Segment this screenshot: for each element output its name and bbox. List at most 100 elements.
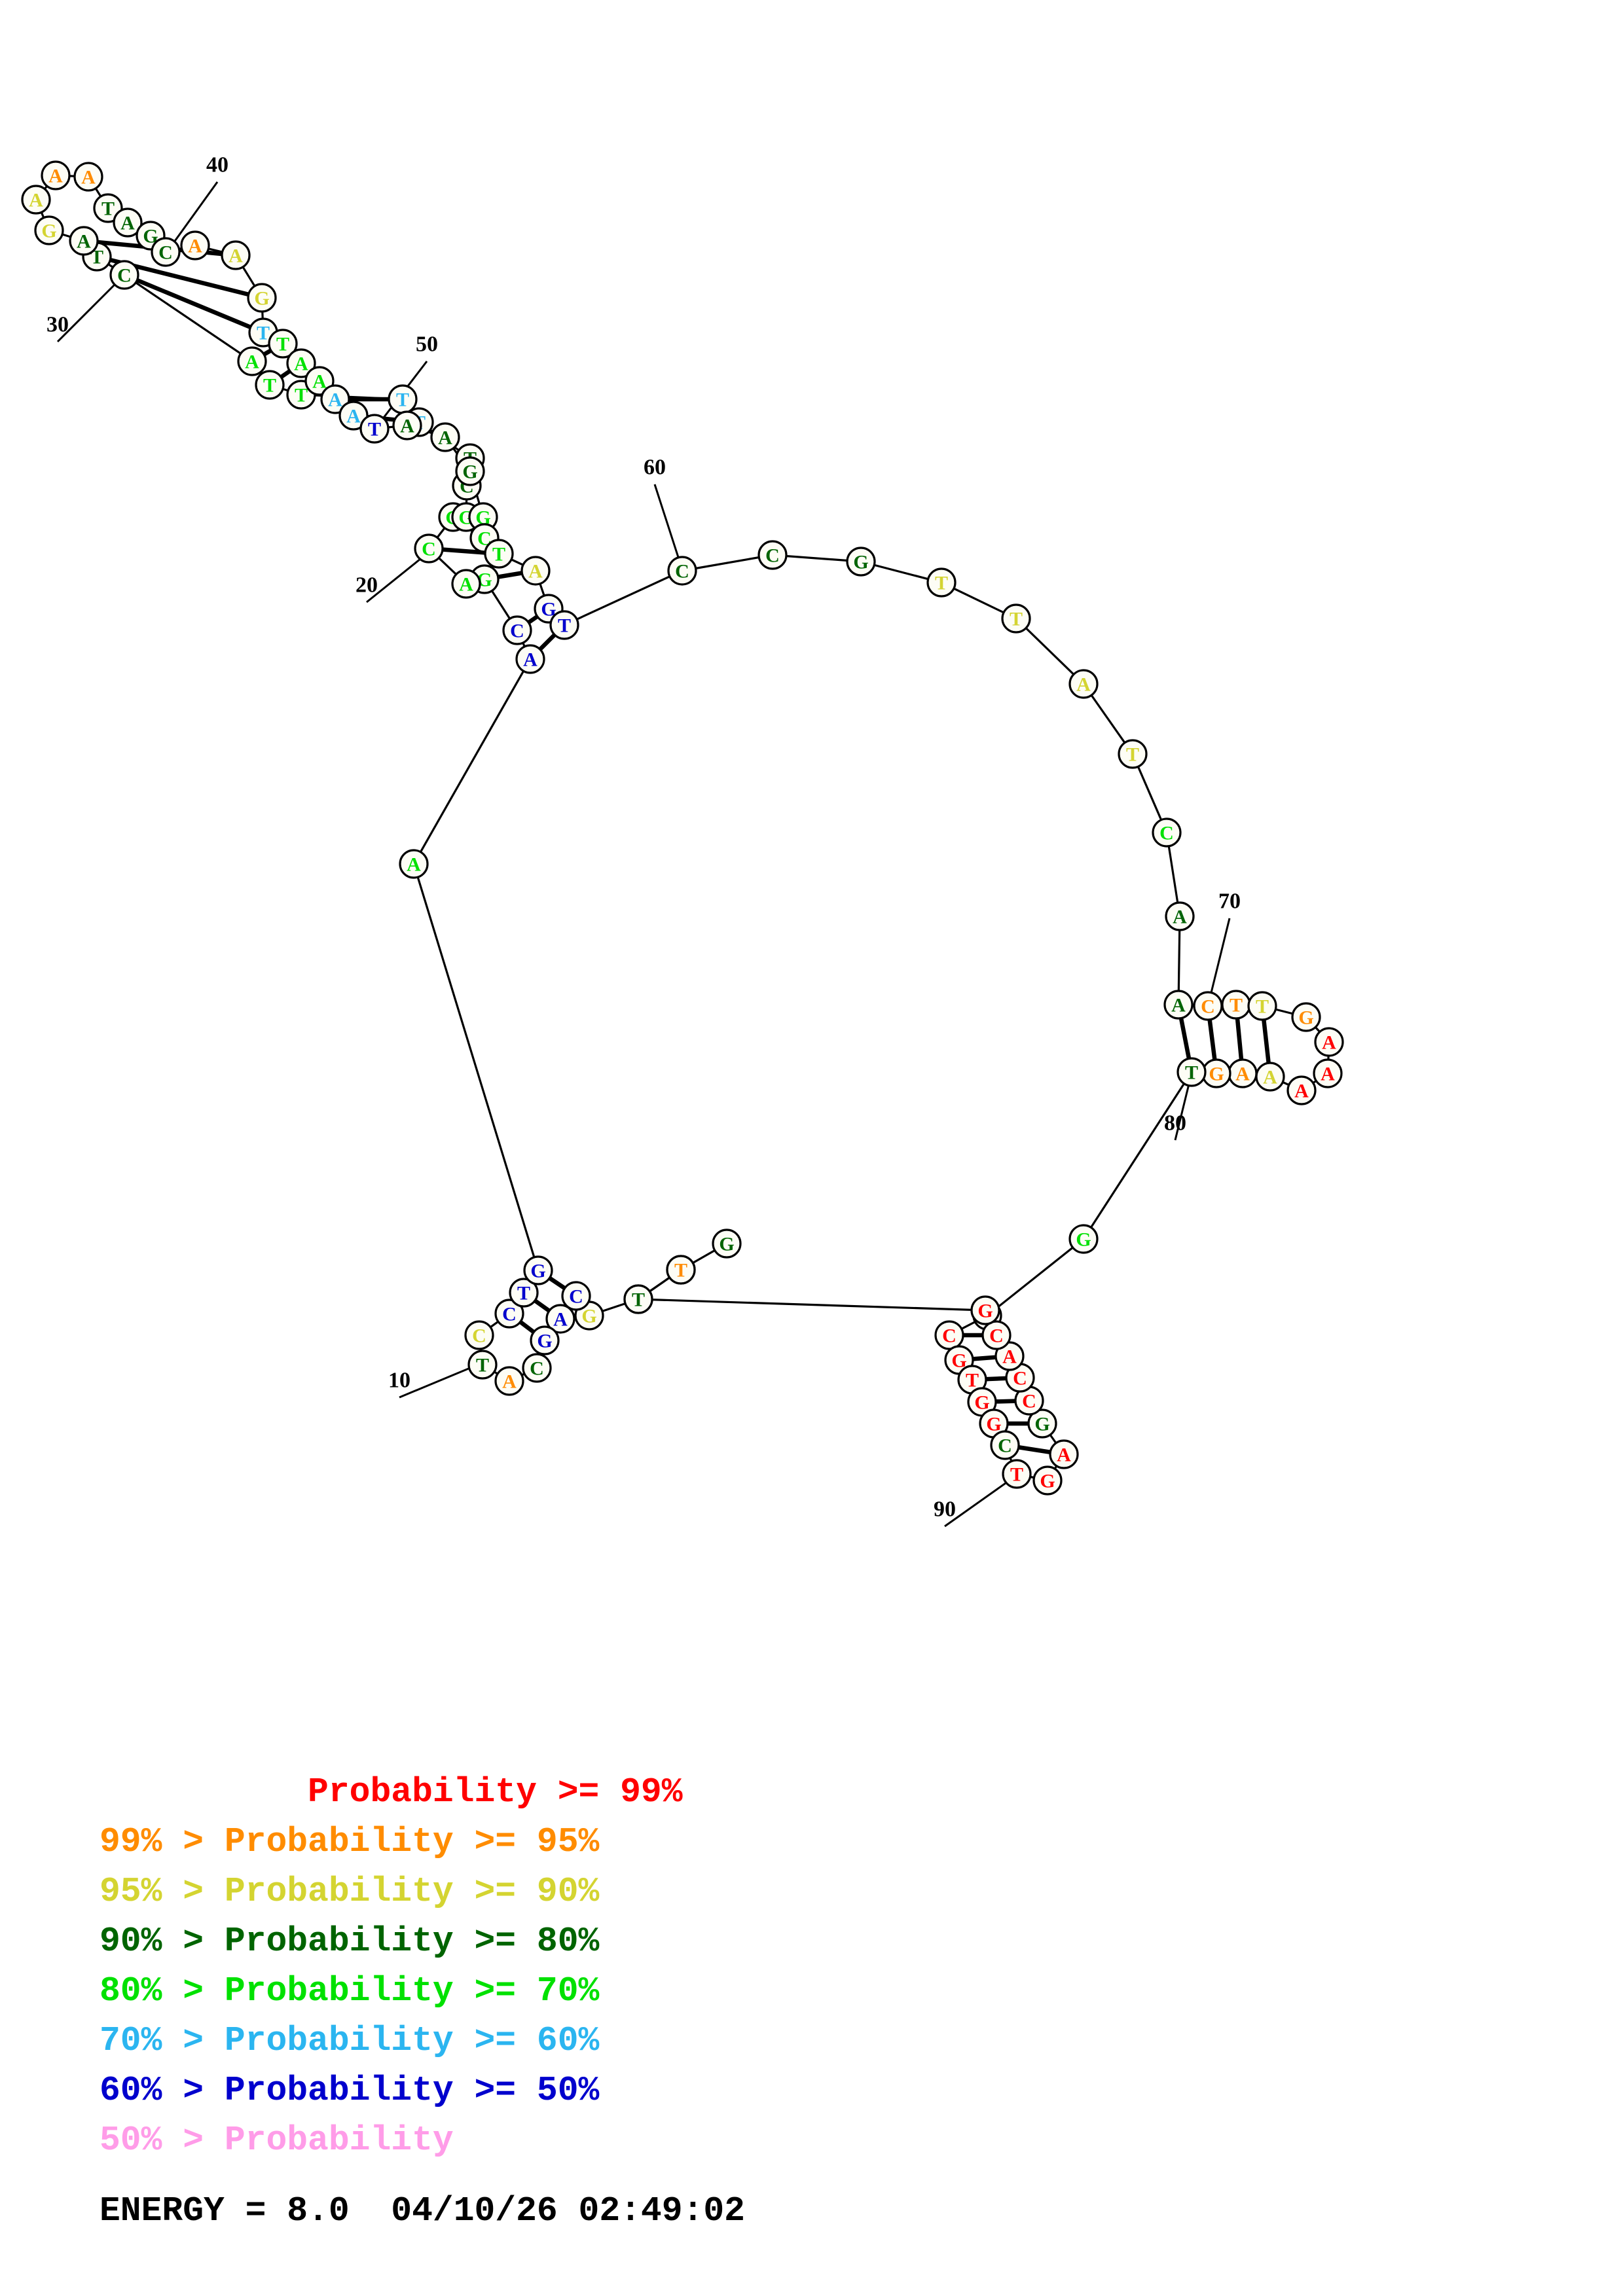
position-tick-line	[1207, 918, 1231, 1007]
nucleotide-59[interactable]: T	[549, 610, 579, 640]
nucleotide-96[interactable]: C	[981, 1320, 1012, 1350]
nucleotide-13[interactable]: T	[509, 1278, 539, 1308]
nucleotide-81[interactable]: G	[1068, 1224, 1099, 1254]
nucleotide-35[interactable]: A	[41, 160, 71, 190]
nucleotide-circle	[520, 556, 551, 586]
nucleotide-37[interactable]: T	[93, 193, 123, 223]
position-tick-line	[944, 1474, 1017, 1528]
nucleotide-36[interactable]: A	[73, 162, 103, 192]
nucleotide-66[interactable]: T	[1118, 739, 1148, 769]
nucleotide-49[interactable]: A	[338, 401, 369, 431]
nucleotide-70[interactable]: C	[1193, 991, 1223, 1021]
nucleotide-circle	[981, 1320, 1012, 1350]
nucleotide-86[interactable]: G	[967, 1387, 997, 1417]
position-tick-label: 20	[356, 573, 378, 598]
nucleotide-90[interactable]: G	[1032, 1465, 1063, 1496]
nucleotide-77[interactable]: A	[1255, 1062, 1285, 1092]
nucleotide-letter: A	[1171, 995, 1186, 1016]
nucleotide-circle	[1291, 1002, 1321, 1032]
nucleotide-62[interactable]: G	[846, 547, 876, 577]
nucleotide-75[interactable]: A	[1313, 1058, 1343, 1088]
nucleotide-60[interactable]: C	[667, 556, 697, 586]
nucleotide-43[interactable]: G	[247, 283, 277, 313]
nucleotide-71[interactable]: T	[1221, 990, 1251, 1020]
nucleotide-6[interactable]: A	[545, 1304, 575, 1334]
nucleotide-26[interactable]: T	[388, 384, 418, 414]
nucleotide-19[interactable]: A	[451, 569, 481, 599]
nucleotide-53[interactable]: G	[455, 456, 485, 486]
nucleotide-93[interactable]: C	[1014, 1386, 1044, 1416]
nucleotide-17[interactable]: C	[502, 615, 532, 645]
nucleotide-88[interactable]: C	[990, 1430, 1020, 1460]
nucleotide-56[interactable]: T	[484, 539, 514, 569]
nucleotide-5[interactable]: C	[561, 1281, 591, 1311]
nucleotide-circle	[494, 1299, 524, 1329]
nucleotide-52[interactable]: A	[430, 422, 460, 452]
nucleotide-78[interactable]: A	[1228, 1058, 1258, 1088]
nucleotide-45[interactable]: T	[268, 329, 298, 359]
nucleotide-64[interactable]: T	[1001, 603, 1031, 634]
nucleotide-12[interactable]: C	[494, 1299, 524, 1329]
nucleotide-61[interactable]: C	[757, 540, 788, 570]
nucleotide-69[interactable]: A	[1163, 990, 1194, 1020]
nucleotide-72[interactable]: T	[1247, 991, 1277, 1021]
nucleotide-33[interactable]: G	[34, 215, 64, 245]
nucleotide-80[interactable]: T	[1176, 1057, 1207, 1087]
nucleotide-74[interactable]: A	[1314, 1027, 1344, 1057]
nucleotide-63[interactable]: T	[926, 567, 957, 598]
nucleotide-28[interactable]: T	[255, 370, 285, 400]
position-tick-line	[653, 484, 684, 570]
nucleotide-letter: G	[1209, 1064, 1224, 1085]
nucleotide-29[interactable]: A	[237, 346, 267, 376]
nucleotide-15[interactable]: A	[399, 849, 429, 879]
nucleotide-letter: A	[400, 416, 414, 437]
nucleotide-42[interactable]: A	[221, 240, 251, 270]
nucleotide-7[interactable]: G	[530, 1325, 560, 1355]
nucleotide-92[interactable]: G	[1027, 1408, 1057, 1439]
nucleotide-8[interactable]: C	[522, 1353, 552, 1383]
nucleotide-34[interactable]: A	[21, 185, 51, 215]
nucleotide-32[interactable]: A	[69, 226, 99, 256]
nucleotide-letter: A	[459, 574, 473, 596]
nucleotide-67[interactable]: C	[1152, 817, 1182, 848]
nucleotide-16[interactable]: A	[515, 644, 545, 674]
nucleotide-1[interactable]: G	[712, 1229, 742, 1259]
nucleotide-99[interactable]: T	[666, 1255, 696, 1285]
nucleotide-letter: A	[1321, 1064, 1335, 1085]
nucleotide-11[interactable]: C	[464, 1320, 494, 1350]
nucleotide-20[interactable]: C	[414, 533, 444, 564]
nucleotide-48[interactable]: A	[320, 384, 350, 414]
nucleotide-circle	[359, 414, 390, 444]
nucleotide-54[interactable]: G	[468, 502, 498, 532]
nucleotide-14[interactable]: G	[523, 1255, 553, 1285]
nucleotide-letter: G	[462, 461, 477, 483]
nucleotide-89[interactable]: T	[1002, 1459, 1032, 1489]
nucleotide-94[interactable]: C	[1005, 1363, 1035, 1393]
nucleotide-98[interactable]: T	[623, 1284, 653, 1314]
nucleotide-46[interactable]: A	[286, 348, 316, 378]
nucleotide-letter: C	[675, 561, 689, 583]
nucleotide-30[interactable]: C	[109, 260, 139, 290]
nucleotide-51[interactable]: A	[392, 410, 422, 440]
nucleotide-letter: C	[117, 265, 132, 287]
nucleotide-95[interactable]: A	[994, 1341, 1025, 1371]
nucleotide-68[interactable]: A	[1165, 901, 1195, 931]
position-tick-line	[56, 274, 126, 343]
nucleotide-65[interactable]: A	[1068, 669, 1099, 699]
nucleotide-40[interactable]: C	[151, 237, 181, 267]
nucleotide-73[interactable]: G	[1291, 1002, 1321, 1032]
nucleotide-41[interactable]: A	[180, 230, 210, 260]
nucleotide-10[interactable]: T	[467, 1350, 498, 1380]
probability-legend: Probability >= 99% 99% > Probability >= …	[0, 1767, 1623, 2231]
nucleotide-83[interactable]: C	[934, 1320, 964, 1350]
nucleotide-97[interactable]: G	[970, 1295, 1000, 1325]
nucleotide-9[interactable]: A	[494, 1366, 524, 1396]
nucleotide-38[interactable]: A	[113, 207, 143, 238]
nucleotide-79[interactable]: G	[1201, 1058, 1231, 1088]
nucleotide-50[interactable]: T	[359, 414, 390, 444]
nucleotide-76[interactable]: A	[1286, 1075, 1317, 1105]
nucleotide-57[interactable]: A	[520, 556, 551, 586]
nucleotide-91[interactable]: A	[1049, 1439, 1079, 1469]
legend-row: 99% > Probability >= 95%	[100, 1822, 600, 1861]
nucleotide-circle	[515, 644, 545, 674]
